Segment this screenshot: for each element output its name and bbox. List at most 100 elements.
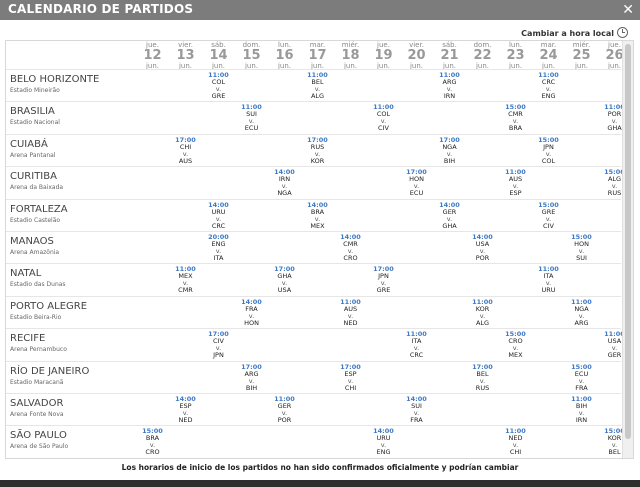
venue-stadium: Arena de São Paulo bbox=[10, 443, 69, 451]
match-home-team: BIH bbox=[575, 402, 588, 410]
match-cell[interactable]: 17:00 CHI v. AUS bbox=[169, 136, 202, 165]
match-versus: v. bbox=[182, 279, 189, 288]
match-versus: v. bbox=[248, 311, 255, 320]
venue-row: BRASILIA Estadio Nacional 11:00 SUI v. ECU 11:… bbox=[6, 101, 625, 134]
close-icon[interactable]: ✕ bbox=[622, 2, 634, 18]
match-cell[interactable]: 14:00 URU v. ENG bbox=[367, 428, 400, 456]
match-away-team: NED bbox=[343, 318, 358, 327]
match-cell[interactable]: 11:00 BIH v. IRN bbox=[565, 396, 598, 424]
match-cell[interactable]: 14:00 CMR v. CRO bbox=[334, 234, 367, 262]
match-versus: v. bbox=[248, 376, 255, 385]
day-number: 20 bbox=[407, 48, 426, 63]
day-column-header: dom. 15 jun. bbox=[235, 41, 268, 70]
match-away-team: GER bbox=[607, 351, 622, 360]
match-cell[interactable]: 11:00 USA v. GER bbox=[598, 331, 631, 359]
match-home-team: SUI bbox=[246, 110, 257, 119]
match-cell[interactable]: 11:00 SUI v. ECU bbox=[235, 104, 268, 132]
match-cell[interactable]: 11:00 NED v. CHI bbox=[499, 428, 532, 456]
match-cell[interactable]: 14:00 GER v. GHA bbox=[433, 201, 466, 230]
match-versus: v. bbox=[479, 376, 486, 385]
match-home-team: GHA bbox=[277, 272, 292, 281]
match-cell[interactable]: 15:00 CRO v. MEX bbox=[499, 331, 532, 359]
venue-row: MANAOS Arena Amazônia 20:00 ENG v. ITA 14:00 CM… bbox=[6, 231, 621, 264]
match-cell[interactable]: 11:00 BEL v. ALG bbox=[301, 72, 334, 100]
match-versus: v. bbox=[413, 182, 420, 191]
venue-row: SALVADOR Arena Fonte Nova 14:00 ESP v. NED 11:… bbox=[6, 393, 621, 426]
match-cell[interactable]: 17:00 JPN v. GRE bbox=[367, 266, 400, 294]
day-column-header: lun. 16 jun. bbox=[268, 41, 301, 70]
match-time: 17:00 bbox=[406, 168, 427, 177]
match-cell[interactable]: 17:00 NGA v. BIH bbox=[433, 136, 466, 165]
match-cell[interactable]: 15:00 ECU v. FRA bbox=[565, 363, 598, 392]
match-cell[interactable]: 11:00 CRC v. ENG bbox=[532, 72, 565, 100]
match-cell[interactable]: 15:00 CMR v. BRA bbox=[499, 104, 532, 132]
match-versus: v. bbox=[512, 182, 519, 191]
match-cell[interactable]: 17:00 ARG v. BIH bbox=[235, 363, 268, 392]
match-away-team: HON bbox=[244, 318, 259, 327]
match-cell[interactable]: 15:00 KOR v. BEL bbox=[598, 428, 631, 456]
match-cell[interactable]: 11:00 AUS v. NED bbox=[334, 298, 367, 327]
match-versus: v. bbox=[248, 117, 255, 126]
match-time: 11:00 bbox=[373, 103, 394, 112]
match-cell[interactable]: 11:00 GER v. POR bbox=[268, 396, 301, 424]
match-cell[interactable]: 14:00 FRA v. HON bbox=[235, 298, 268, 327]
match-versus: v. bbox=[611, 344, 618, 353]
match-versus: v. bbox=[479, 311, 486, 320]
match-cell[interactable]: 17:00 ESP v. CHI bbox=[334, 363, 367, 392]
match-home-team: HON bbox=[574, 240, 589, 248]
match-cell[interactable]: 15:00 BRA v. CRO bbox=[136, 428, 169, 456]
day-of-week: lun. bbox=[508, 41, 523, 49]
match-cell[interactable]: 11:00 COL v. GRE bbox=[202, 72, 235, 100]
match-home-team: USA bbox=[607, 337, 622, 346]
match-cell[interactable]: 11:00 NGA v. ARG bbox=[565, 298, 598, 327]
match-cell[interactable]: 14:00 SUI v. FRA bbox=[400, 396, 433, 424]
match-time: 11:00 bbox=[406, 330, 427, 339]
match-cell[interactable]: 11:00 COL v. CIV bbox=[367, 104, 400, 132]
scrollbar-thumb[interactable] bbox=[625, 44, 631, 439]
vertical-scrollbar[interactable] bbox=[622, 41, 633, 458]
match-away-team: IRN bbox=[575, 416, 588, 424]
match-cell[interactable]: 11:00 POR v. GHA bbox=[598, 104, 631, 132]
match-away-team: NED bbox=[178, 416, 193, 424]
match-cell[interactable]: 17:00 BEL v. RUS bbox=[466, 363, 499, 392]
match-cell[interactable]: 14:00 IRN v. NGA bbox=[268, 169, 301, 197]
day-number: 18 bbox=[341, 48, 360, 63]
match-home-team: NGA bbox=[574, 304, 589, 313]
local-time-link[interactable]: Cambiar a hora local bbox=[521, 27, 628, 38]
match-cell[interactable]: 20:00 ENG v. ITA bbox=[202, 234, 235, 262]
match-cell[interactable]: 15:00 JPN v. COL bbox=[532, 136, 565, 165]
match-home-team: USA bbox=[475, 240, 490, 248]
day-of-week: jue. bbox=[377, 41, 390, 49]
match-home-team: RUS bbox=[310, 142, 325, 151]
match-versus: v. bbox=[446, 85, 453, 93]
match-cell[interactable]: 11:00 ITA v. CRC bbox=[400, 331, 433, 359]
month-label: jun. bbox=[475, 62, 490, 70]
match-cell[interactable]: 14:00 ESP v. NED bbox=[169, 396, 202, 424]
match-cell[interactable]: 11:00 ITA v. URU bbox=[532, 266, 565, 294]
match-cell[interactable]: 17:00 GHA v. USA bbox=[268, 266, 301, 294]
match-cell[interactable]: 11:00 ARG v. IRN bbox=[433, 72, 466, 100]
match-cell[interactable]: 17:00 HON v. ECU bbox=[400, 169, 433, 197]
match-cell[interactable]: 11:00 AUS v. ESP bbox=[499, 169, 532, 197]
month-label: jun. bbox=[541, 62, 556, 70]
match-cell[interactable]: 14:00 URU v. CRC bbox=[202, 201, 235, 230]
match-cell[interactable]: 15:00 ALG v. RUS bbox=[598, 169, 631, 197]
match-cell[interactable]: 11:00 MEX v. CMR bbox=[169, 266, 202, 294]
match-away-team: CMR bbox=[178, 286, 193, 295]
venue-row: CURITIBA Arena da Baixada 14:00 IRN v. NGA 17:… bbox=[6, 166, 625, 199]
match-home-team: FRA bbox=[245, 304, 258, 313]
match-cell[interactable]: 11:00 KOR v. ALG bbox=[466, 298, 499, 327]
match-cell[interactable]: 14:00 USA v. POR bbox=[466, 234, 499, 262]
match-cell[interactable]: 14:00 BRA v. MEX bbox=[301, 201, 334, 230]
match-cell[interactable]: 17:00 RUS v. KOR bbox=[301, 136, 334, 165]
calendar-scroll-area[interactable]: jue. 12 jun. vier. 13 jun. sáb. 14 jun. dom. 15 jun… bbox=[5, 40, 634, 459]
month-label: jun. bbox=[310, 62, 325, 70]
match-cell[interactable]: 15:00 GRE v. CIV bbox=[532, 201, 565, 230]
match-versus: v. bbox=[215, 247, 222, 255]
match-away-team: BEL bbox=[608, 448, 621, 457]
match-cell[interactable]: 15:00 HON v. SUI bbox=[565, 234, 598, 262]
match-home-team: MEX bbox=[178, 272, 193, 281]
match-cell[interactable]: 17:00 CIV v. JPN bbox=[202, 331, 235, 359]
match-versus: v. bbox=[281, 279, 288, 288]
match-home-team: CRO bbox=[508, 337, 523, 346]
